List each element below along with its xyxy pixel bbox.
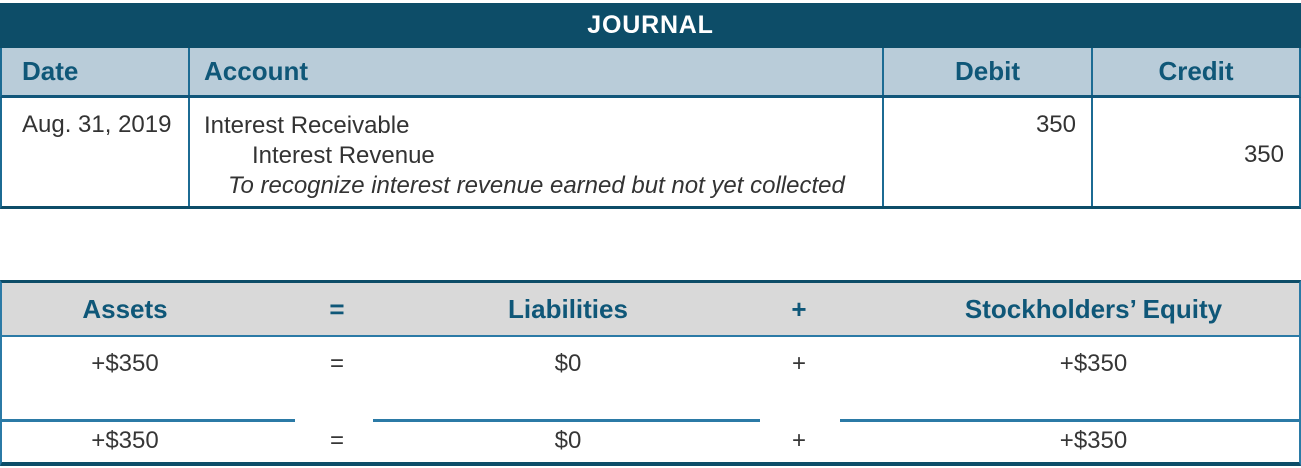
equation-liabilities-change: $0	[554, 350, 582, 377]
equation-equals-sign: =	[329, 350, 344, 377]
equity-total-rule	[840, 419, 1299, 422]
equation-liabilities-total: $0	[554, 427, 582, 454]
equation-equity-total: +$350	[1059, 427, 1128, 454]
journal-entry-credit-account: Interest Revenue	[252, 142, 435, 169]
equation-assets-total: +$350	[91, 427, 159, 454]
equation-header-row: Assets = Liabilities + Stockholders’ Equ…	[2, 283, 1299, 337]
journal-header-credit: Credit	[1158, 56, 1234, 86]
journal-entry-credit-amount: 350	[1243, 141, 1284, 168]
equation-header-liabilities: Liabilities	[508, 294, 628, 324]
journal-title: JOURNAL	[0, 3, 1301, 48]
equation-plus-sign-total: +	[791, 427, 806, 454]
liabilities-total-rule	[373, 419, 760, 422]
journal-entry-debit-account: Interest Receivable	[204, 112, 410, 139]
equation-equals-sign-total: =	[329, 427, 344, 454]
journal-entry-row: Aug. 31, 2019 Interest Receivable Intere…	[0, 98, 1301, 209]
journal-header-debit: Debit	[884, 48, 1093, 95]
journal-entry-debit-amount: 350	[884, 98, 1093, 206]
journal-table: JOURNAL Date Account Debit Credit Aug. 3…	[0, 3, 1301, 209]
journal-entry-memo: To recognize interest revenue earned but…	[228, 172, 845, 199]
equation-equity-change: +$350	[1059, 350, 1128, 377]
equation-plus-sign: +	[791, 350, 806, 377]
equation-total-row: +$350 = $0 + +$350	[2, 422, 1299, 462]
journal-header-row: Date Account Debit Credit	[0, 48, 1301, 98]
equation-header-assets: Assets	[82, 294, 168, 324]
journal-header-date: Date	[2, 48, 190, 95]
assets-total-rule	[2, 419, 295, 422]
accounting-equation-table: Assets = Liabilities + Stockholders’ Equ…	[0, 280, 1301, 466]
equation-change-row: +$350 = $0 + +$350	[2, 337, 1299, 419]
equation-header-plus: +	[791, 294, 807, 324]
equation-total-rule-row	[2, 419, 1299, 422]
journal-header-account: Account	[190, 48, 884, 95]
equation-header-equals: =	[329, 294, 345, 324]
equation-assets-change: +$350	[91, 350, 159, 377]
equation-header-equity: Stockholders’ Equity	[964, 294, 1223, 324]
journal-entry-date: Aug. 31, 2019	[2, 98, 190, 206]
journal-entry-account-cell: Interest Receivable Interest Revenue To …	[190, 98, 884, 206]
